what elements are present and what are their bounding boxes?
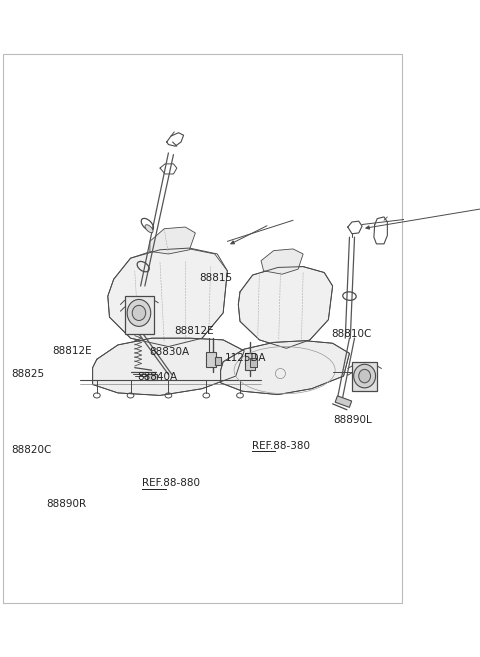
Bar [250, 359, 257, 367]
Bar [245, 353, 255, 370]
Polygon shape [108, 248, 228, 347]
Text: 88890L: 88890L [334, 415, 372, 425]
Bar [352, 362, 377, 391]
Text: 88812E: 88812E [174, 327, 214, 336]
Bar [215, 357, 221, 365]
Text: 88825: 88825 [12, 369, 45, 379]
Polygon shape [261, 249, 303, 274]
Polygon shape [150, 227, 195, 254]
Text: 88810C: 88810C [332, 329, 372, 339]
Ellipse shape [354, 364, 375, 388]
Ellipse shape [451, 329, 467, 344]
Text: 88840A: 88840A [137, 372, 178, 382]
Polygon shape [93, 338, 244, 396]
Bar [125, 296, 154, 334]
Text: 88812E: 88812E [52, 346, 92, 355]
Bar [147, 374, 157, 380]
Text: 88815: 88815 [199, 273, 232, 283]
Text: 88820C: 88820C [12, 445, 52, 455]
Text: 88830A: 88830A [150, 348, 190, 357]
Polygon shape [238, 267, 333, 348]
Ellipse shape [127, 300, 151, 327]
Ellipse shape [359, 369, 371, 383]
Text: 1125DA: 1125DA [224, 353, 266, 363]
Text: REF.88-380: REF.88-380 [252, 441, 310, 451]
Ellipse shape [145, 225, 153, 233]
Bar [206, 351, 216, 367]
Polygon shape [221, 341, 349, 395]
Bar [362, 370, 372, 376]
Text: REF.88-880: REF.88-880 [142, 478, 200, 488]
Ellipse shape [456, 333, 462, 340]
Ellipse shape [132, 306, 146, 321]
Text: 88890R: 88890R [47, 499, 86, 509]
Bar [335, 396, 352, 407]
